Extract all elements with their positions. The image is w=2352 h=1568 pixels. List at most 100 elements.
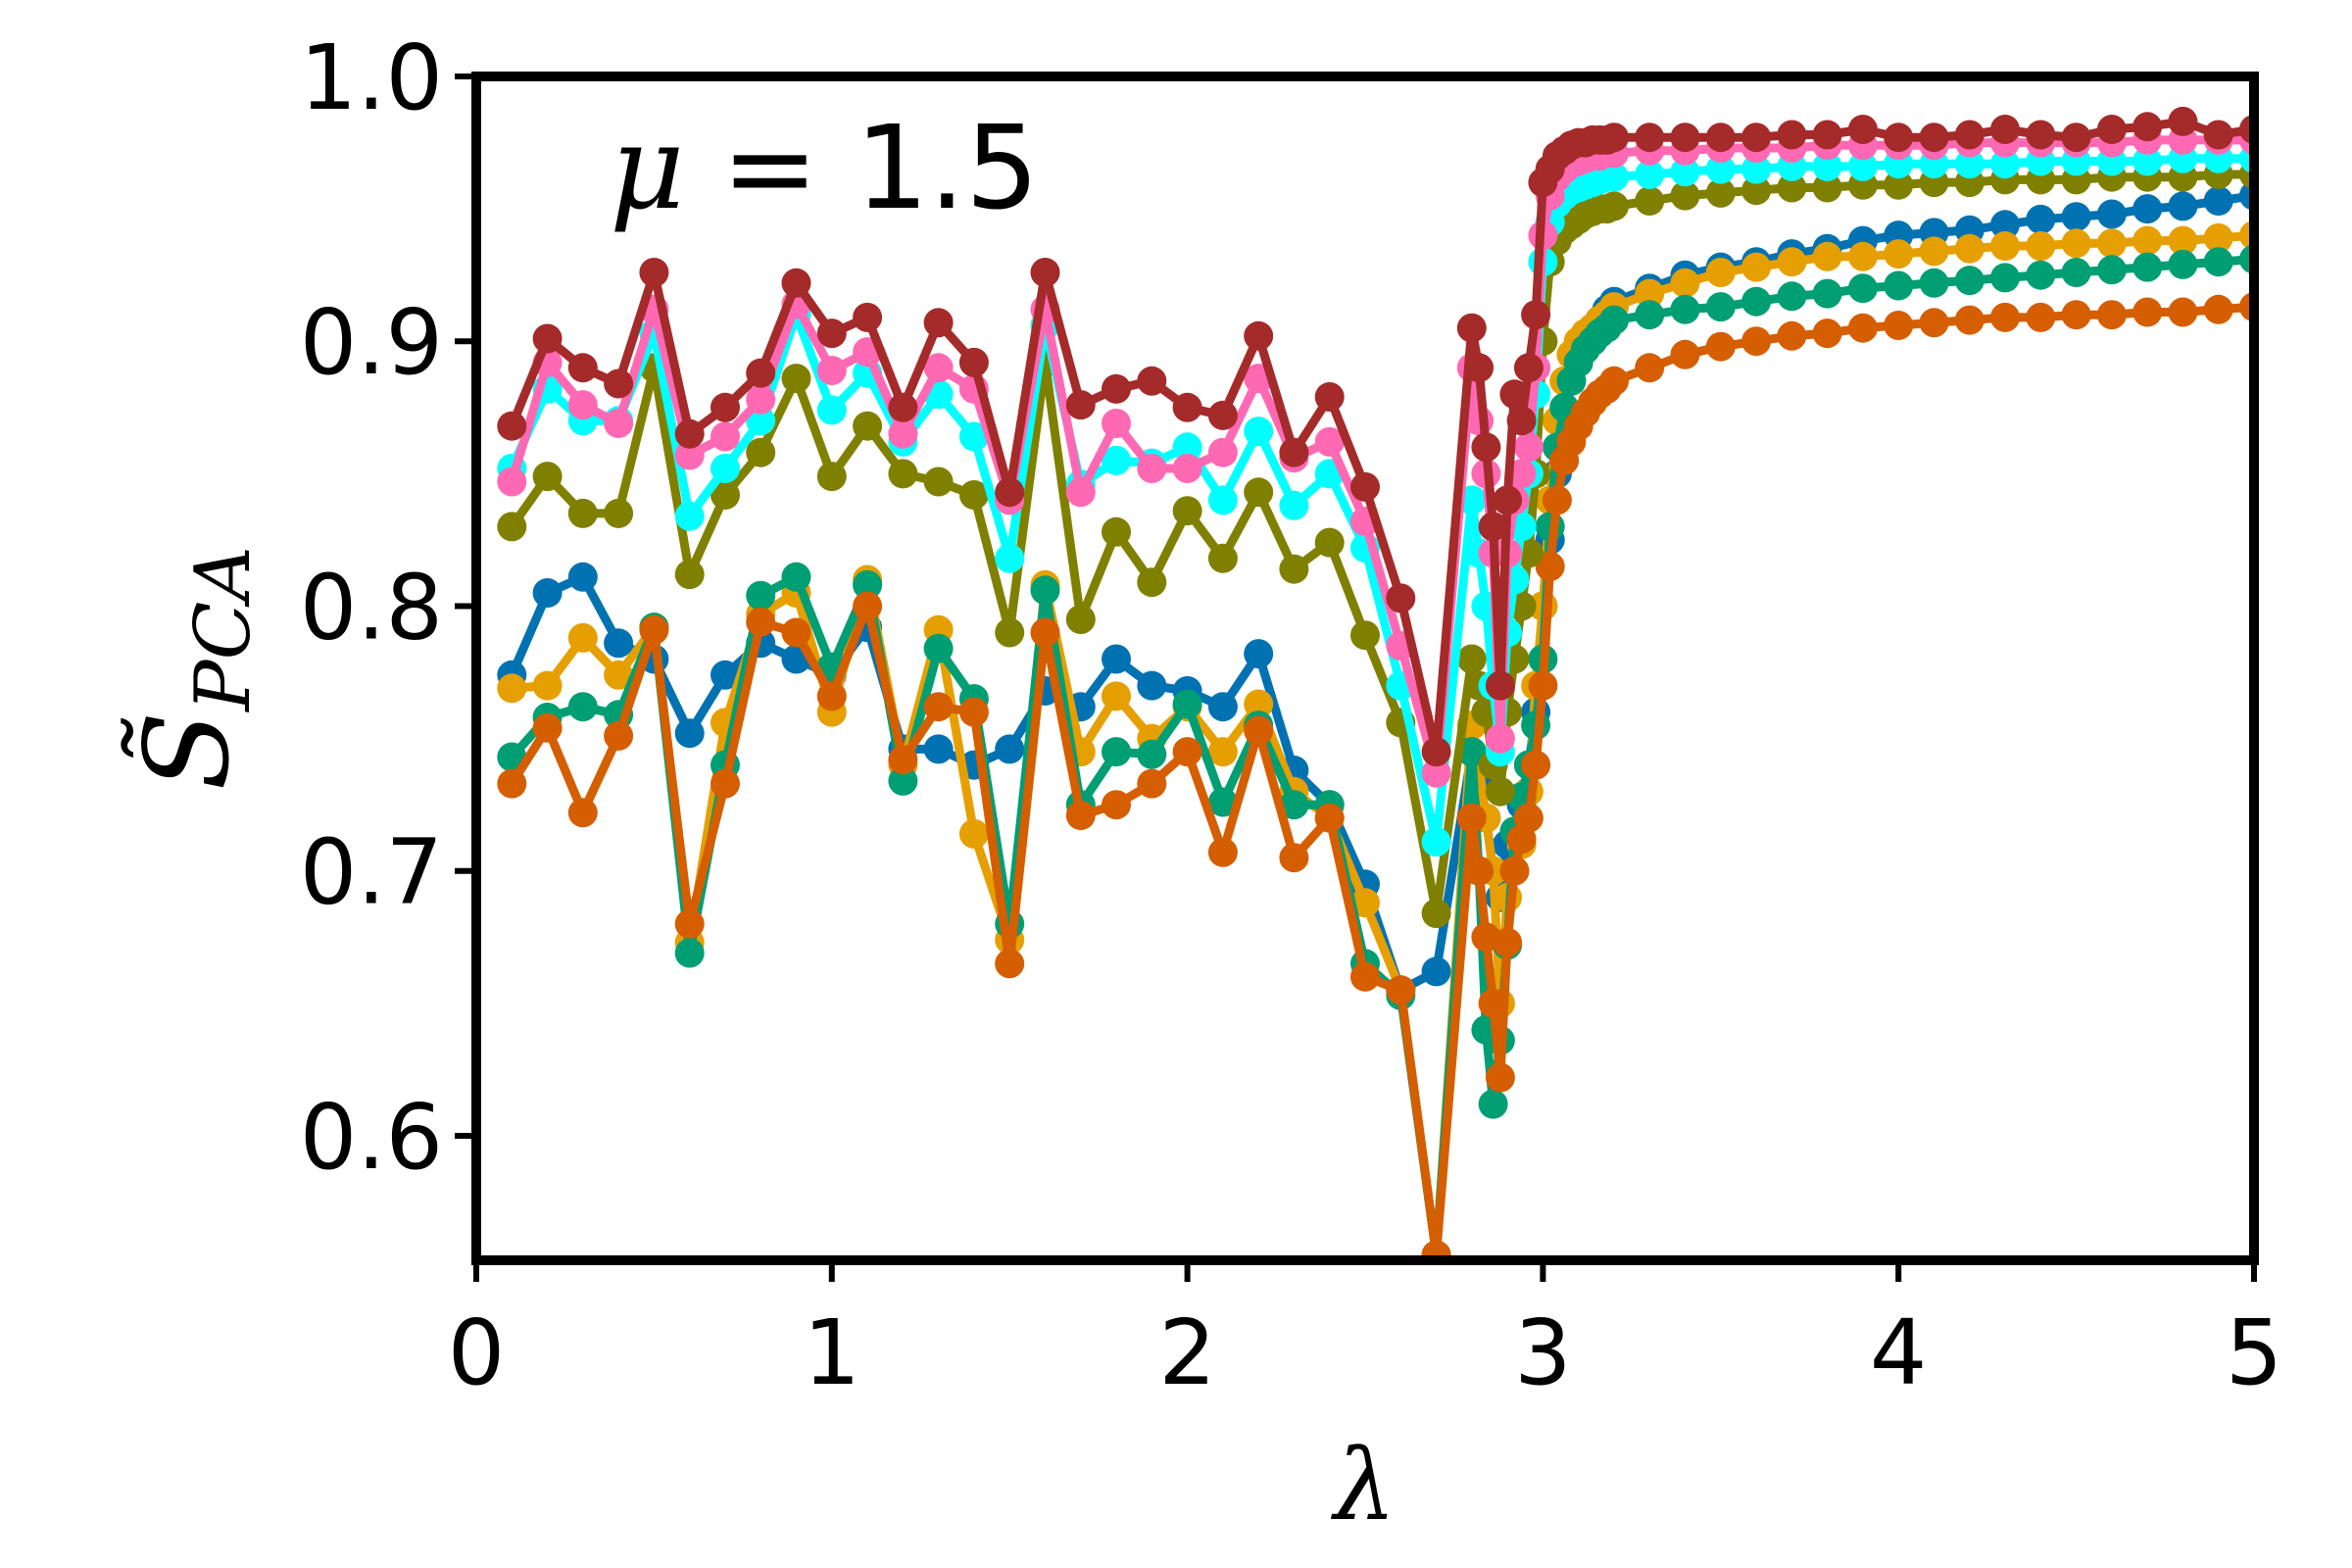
data-point	[639, 614, 669, 645]
data-point	[1705, 122, 1736, 153]
data-point	[1207, 787, 1238, 817]
data-point	[2168, 191, 2198, 221]
data-point	[1065, 605, 1096, 634]
data-point	[567, 498, 598, 528]
data-point	[746, 607, 776, 637]
data-point	[1506, 459, 1537, 489]
data-point	[1741, 154, 1772, 184]
data-point	[567, 622, 598, 653]
data-point	[497, 466, 527, 497]
data-point	[958, 697, 989, 727]
data-point	[1207, 737, 1238, 767]
data-point	[1954, 305, 1984, 335]
data-point	[710, 660, 740, 690]
data-point	[532, 670, 563, 701]
data-point	[1102, 409, 1131, 438]
data-point	[2203, 247, 2233, 277]
mu-annotation: μ = 1.5	[610, 100, 1039, 235]
data-point	[888, 459, 918, 489]
data-point	[2168, 249, 2198, 279]
data-point	[853, 591, 883, 621]
data-point	[1954, 233, 1984, 264]
y-tick-label: 0.9	[300, 290, 443, 395]
data-point	[567, 692, 598, 722]
data-point	[1137, 366, 1167, 396]
data-point	[1884, 270, 1914, 301]
data-point	[1478, 988, 1508, 1018]
data-point	[497, 673, 527, 704]
data-point	[816, 681, 847, 711]
data-point	[1279, 843, 1309, 873]
data-point	[1847, 273, 1878, 304]
data-point	[1741, 326, 1772, 357]
series-8	[497, 106, 2254, 767]
x-axis-label: λ	[1330, 1428, 1396, 1543]
data-point	[2132, 225, 2163, 256]
data-point	[1990, 210, 2020, 240]
data-point	[567, 798, 598, 828]
data-point	[1777, 120, 1807, 150]
data-point	[995, 543, 1025, 573]
data-point	[1456, 737, 1487, 767]
data-point	[1421, 737, 1451, 767]
data-point	[1421, 899, 1451, 928]
data-point	[2026, 204, 2056, 234]
data-point	[1884, 170, 1914, 200]
data-point	[995, 949, 1025, 979]
data-point	[1884, 239, 1914, 270]
data-point	[1542, 485, 1572, 515]
data-point	[1172, 496, 1202, 526]
data-point	[1244, 320, 1274, 351]
data-point	[1990, 263, 2020, 293]
data-point	[497, 411, 527, 441]
data-point	[1635, 122, 1665, 153]
data-point	[2132, 146, 2163, 176]
y-axis-label: S̃PCA	[120, 546, 268, 790]
data-point	[781, 268, 811, 298]
data-point	[1485, 723, 1515, 754]
data-point	[1207, 400, 1238, 430]
data-point	[853, 302, 883, 332]
data-point	[853, 411, 883, 441]
data-point	[604, 720, 634, 751]
data-point	[1244, 689, 1274, 719]
data-point	[710, 480, 740, 510]
data-point	[1478, 1089, 1508, 1119]
data-point	[2061, 228, 2091, 259]
data-point	[1777, 247, 1807, 277]
data-point	[1741, 286, 1772, 317]
data-point	[1670, 157, 1700, 187]
data-point	[1421, 827, 1451, 857]
data-point	[532, 578, 563, 608]
data-point	[1705, 331, 1736, 362]
data-point	[2096, 228, 2127, 259]
data-point	[1464, 856, 1494, 886]
data-point	[710, 392, 740, 422]
data-point	[958, 347, 989, 377]
data-point	[674, 560, 705, 590]
data-point	[497, 512, 527, 542]
data-point	[2168, 225, 2198, 256]
data-point	[1493, 485, 1523, 515]
data-point	[2203, 186, 2233, 216]
data-point	[1279, 437, 1309, 467]
data-point	[1102, 790, 1131, 820]
data-point	[1314, 426, 1345, 457]
data-point	[532, 712, 563, 743]
data-point	[1919, 122, 1949, 153]
data-point	[1137, 454, 1167, 483]
mu-symbol: μ	[610, 100, 685, 235]
data-point	[2026, 302, 2056, 332]
data-point	[1172, 737, 1202, 767]
data-point	[1954, 266, 1984, 296]
data-point	[2096, 115, 2127, 144]
data-point	[1244, 477, 1274, 508]
data-point	[1102, 681, 1131, 711]
data-point	[1279, 490, 1309, 520]
data-point	[781, 364, 811, 394]
data-point	[1670, 268, 1700, 298]
data-point	[1137, 567, 1167, 598]
data-point	[1279, 790, 1309, 820]
data-point	[1172, 432, 1202, 463]
data-point	[710, 768, 740, 799]
